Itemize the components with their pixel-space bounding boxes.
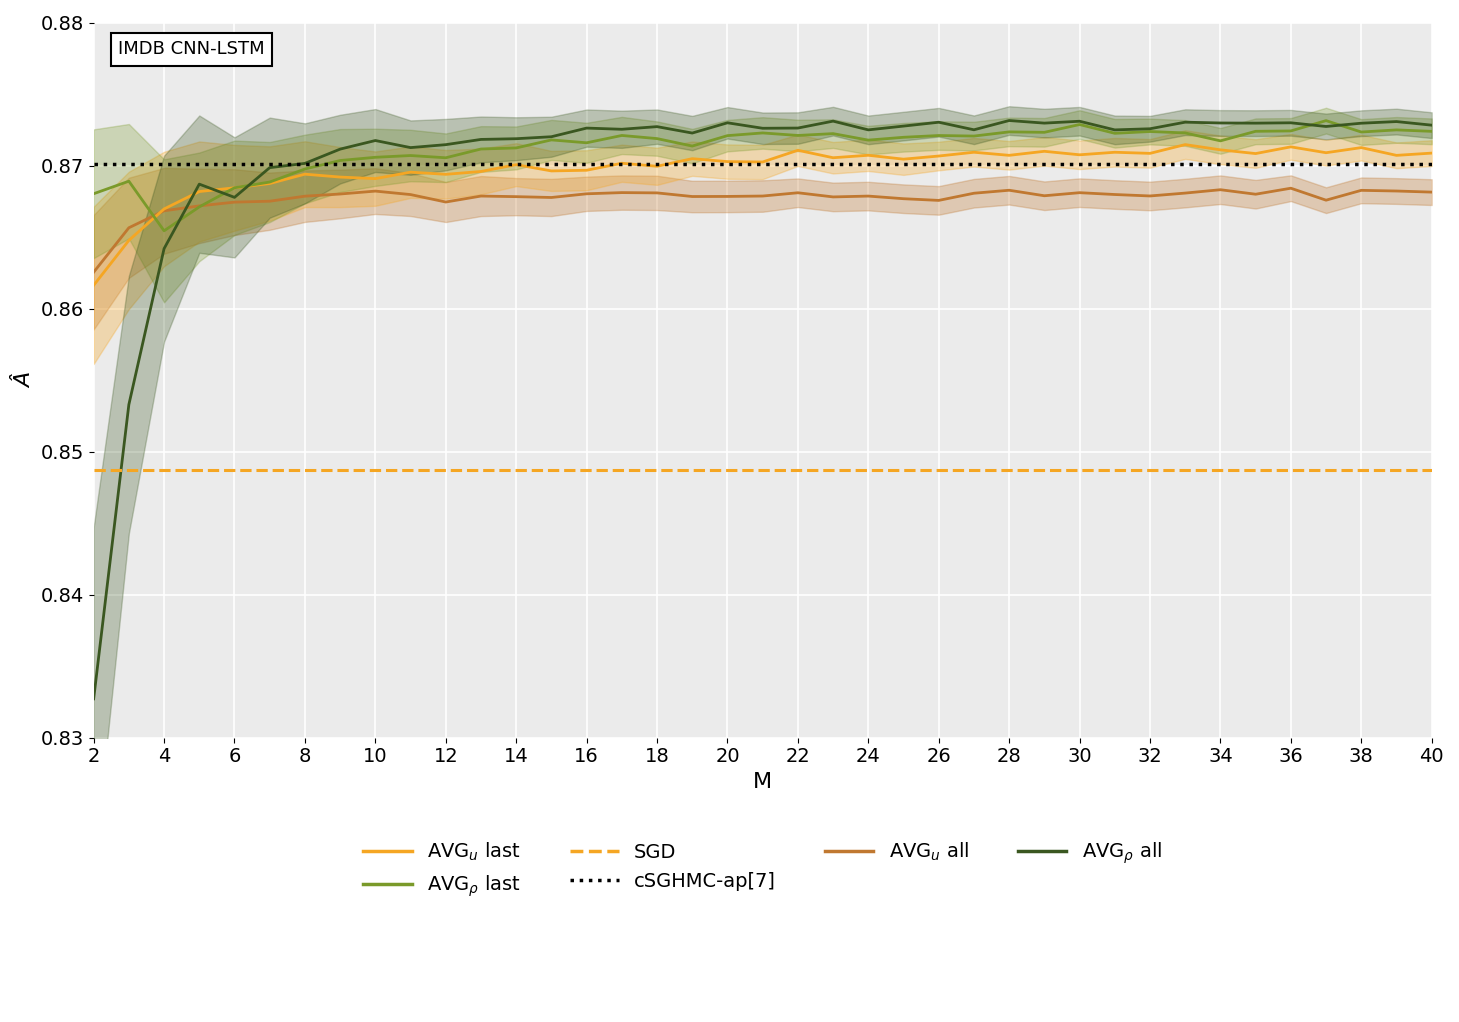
Y-axis label: Â: Â	[15, 372, 35, 387]
X-axis label: M: M	[753, 772, 772, 792]
Legend: AVG$_u$ last, AVG$_\rho$ last, SGD, cSGHMC-ap[7], AVG$_u$ all, AVG$_\rho$ all: AVG$_u$ last, AVG$_\rho$ last, SGD, cSGH…	[356, 833, 1170, 907]
Text: IMDB CNN-LSTM: IMDB CNN-LSTM	[118, 41, 264, 58]
